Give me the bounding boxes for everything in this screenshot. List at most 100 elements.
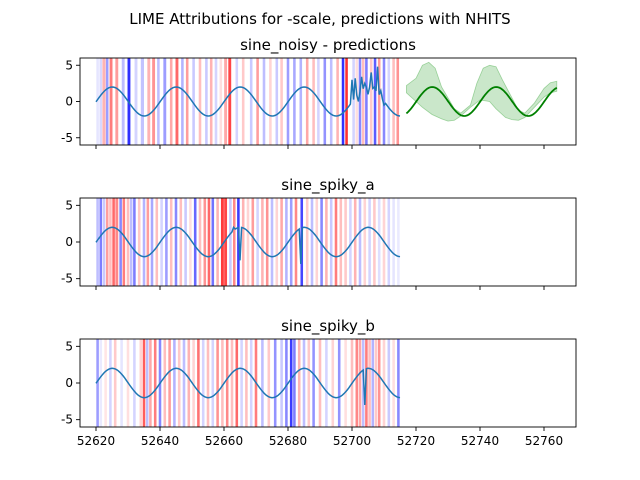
attribution-bar <box>179 198 183 286</box>
axes-frame <box>79 197 577 287</box>
attribution-bar <box>113 339 117 427</box>
attribution-bar <box>368 339 371 427</box>
attribution-bar <box>392 58 395 145</box>
attribution-bar <box>355 58 359 145</box>
attribution-bar <box>249 339 253 427</box>
x-tick-label: 52640 <box>141 434 179 448</box>
attribution-bar <box>293 339 296 427</box>
attribution-bar <box>294 198 298 286</box>
prediction-interval-band <box>405 61 558 122</box>
attribution-bar <box>173 339 176 427</box>
attribution-bar <box>211 339 215 427</box>
input-series-line <box>95 367 401 406</box>
attribution-bar <box>96 58 99 145</box>
attribution-bar <box>163 339 167 427</box>
attribution-bar <box>307 339 311 427</box>
attribution-bar <box>192 339 195 427</box>
attribution-bar <box>325 198 328 286</box>
attribution-bar <box>256 58 259 145</box>
attribution-bar <box>182 339 186 427</box>
attribution-bar <box>160 198 163 286</box>
attribution-bar <box>371 339 375 427</box>
attribution-bar <box>387 198 391 286</box>
attribution-bar <box>374 339 378 427</box>
attribution-bar <box>139 339 143 427</box>
attribution-bar <box>382 58 386 145</box>
attribution-bar <box>299 58 303 145</box>
attribution-bar <box>137 198 141 286</box>
attribution-bar <box>261 339 264 427</box>
attribution-bar <box>181 58 184 145</box>
attribution-bar <box>229 198 232 286</box>
attribution-bar <box>203 198 207 286</box>
attribution-bar <box>355 339 359 427</box>
attribution-bar <box>329 198 333 286</box>
attribution-bar <box>305 58 309 145</box>
attribution-bar <box>142 198 146 286</box>
attribution-bar <box>99 58 103 145</box>
attribution-bar <box>280 58 283 145</box>
panel-title: sine_spiky_a <box>281 176 374 195</box>
attribution-bar <box>152 58 156 145</box>
attribution-bar <box>121 58 125 145</box>
attribution-bar <box>184 198 187 286</box>
attribution-bar <box>197 339 200 427</box>
attribution-bar <box>345 58 348 145</box>
attribution-bar <box>133 339 136 427</box>
attribution-bar <box>289 198 293 286</box>
attribution-bar <box>169 58 173 145</box>
attribution-bar <box>373 198 376 286</box>
attribution-bar <box>102 198 106 286</box>
attribution-bar <box>122 198 126 286</box>
attribution-bar <box>149 339 152 427</box>
attribution-bar <box>275 58 279 145</box>
attribution-bar <box>377 58 381 145</box>
attribution-bar <box>273 339 277 427</box>
attribution-bar <box>99 339 103 427</box>
attribution-bar <box>392 198 395 286</box>
attribution-bar <box>192 58 195 145</box>
prediction-line <box>405 86 558 117</box>
attribution-bar <box>224 198 228 286</box>
attribution-bar <box>174 198 178 286</box>
attribution-bar <box>175 58 179 145</box>
attribution-bar <box>96 339 99 427</box>
attribution-bar <box>224 58 228 145</box>
attribution-bar <box>358 58 362 145</box>
attribution-bar <box>134 58 138 145</box>
attribution-bar <box>312 58 315 145</box>
attribution-bar <box>331 339 335 427</box>
attribution-bar <box>235 58 239 145</box>
attribution-bar <box>105 198 109 286</box>
attribution-bar <box>235 339 239 427</box>
attribution-bar <box>387 58 391 145</box>
panel-title: sine_noisy - predictions <box>240 36 416 55</box>
attribution-bar <box>193 198 197 286</box>
attribution-bar <box>216 339 219 427</box>
attribution-bar <box>185 58 189 145</box>
attribution-bar <box>129 198 133 286</box>
attribution-bar <box>305 198 309 286</box>
attribution-bar <box>155 198 159 286</box>
attribution-bar <box>205 58 208 145</box>
x-tick-label: 52660 <box>205 434 243 448</box>
attribution-bar <box>115 58 119 145</box>
attribution-bar <box>329 58 333 145</box>
attribution-bar <box>323 58 327 145</box>
attribution-bar <box>336 58 339 145</box>
attribution-bar <box>310 198 314 286</box>
attribution-bar <box>187 339 191 427</box>
attribution-bar <box>280 339 283 427</box>
attribution-bar <box>109 198 112 286</box>
attribution-bar <box>341 58 345 145</box>
attribution-bar <box>373 58 377 145</box>
y-tick-label: -5 <box>61 131 73 145</box>
attribution-bar <box>189 198 192 286</box>
attribution-bar <box>339 198 343 286</box>
panel-sine-spiky-b: sine_spiky_b 5 0 -5 52620 52640 52660 52680 527… <box>61 317 577 448</box>
attribution-bar <box>198 58 202 145</box>
attribution-bar <box>315 198 319 286</box>
attribution-bar <box>109 58 113 145</box>
attribution-bar <box>344 339 347 427</box>
attribution-bar <box>320 198 323 286</box>
